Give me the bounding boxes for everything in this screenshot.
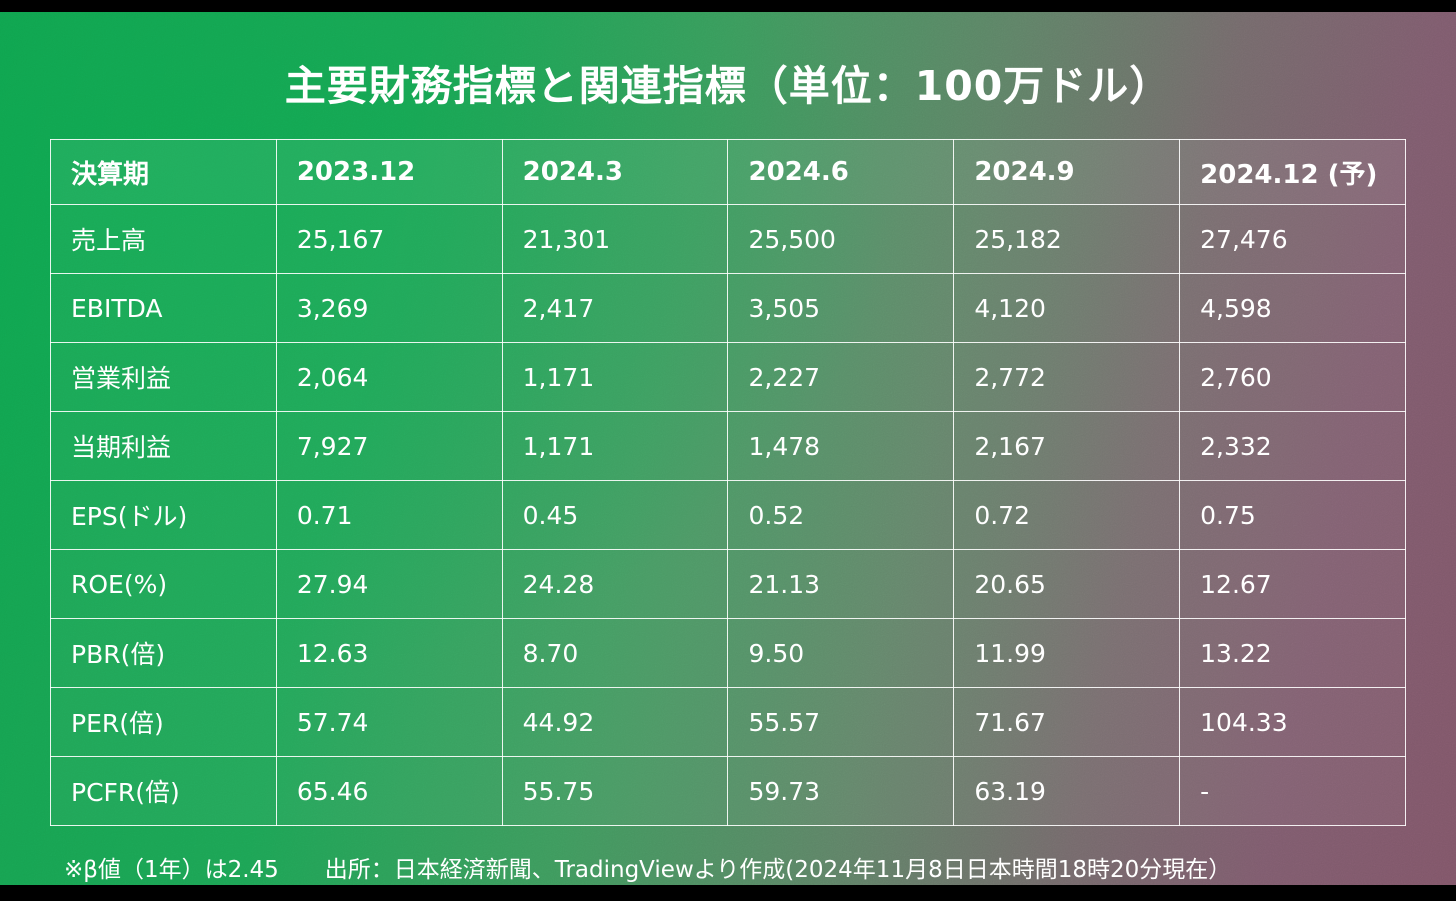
cell-value: 0.71	[275, 480, 503, 550]
cell-value: 12.67	[1179, 549, 1406, 619]
cell-value: 25,500	[727, 204, 955, 274]
cell-value: 65.46	[275, 756, 503, 826]
col-header-period: 2024.3	[501, 139, 729, 205]
cell-value: 57.74	[275, 687, 503, 757]
row-label: 当期利益	[50, 411, 277, 481]
cell-value: 0.52	[727, 480, 955, 550]
col-header-period: 2023.12	[275, 139, 503, 205]
cell-value: 11.99	[953, 618, 1181, 688]
row-label: EPS(ドル)	[50, 480, 277, 550]
table-row: PCFR(倍) 65.46 55.75 59.73 63.19-	[50, 756, 1406, 826]
cell-value: 21,301	[501, 204, 729, 274]
cell-value: 1,171	[501, 342, 729, 412]
table-row: ROE(%) 27.94 24.28 21.13 20.65 12.67	[50, 549, 1406, 619]
cell-value: 3,269	[275, 273, 503, 343]
cell-value: 71.67	[953, 687, 1181, 757]
cell-value: 0.75	[1179, 480, 1406, 550]
header-row: 決算期 2023.12 2024.3 2024.6 2024.9 2024.12 (予)	[50, 139, 1406, 205]
cell-value: 8.70	[501, 618, 729, 688]
col-header-period: 2024.12 (予)	[1179, 139, 1406, 205]
page-title: 主要財務指標と関連指標（単位：100万ドル）	[284, 62, 1172, 110]
cell-value: 24.28	[501, 549, 729, 619]
cell-value: 2,760	[1179, 342, 1406, 412]
cell-value: 27,476	[1179, 204, 1406, 274]
col-header-period: 2024.6	[727, 139, 955, 205]
cell-value: 104.33	[1179, 687, 1406, 757]
cell-value: 4,598	[1179, 273, 1406, 343]
row-label: PER(倍)	[50, 687, 277, 757]
cell-value: 9.50	[727, 618, 955, 688]
footer-notes: ※β値（1年）は2.45 出所：日本経済新聞、TradingViewより作成(2…	[64, 850, 1231, 884]
cell-value: 55.57	[727, 687, 955, 757]
cell-value: 2,417	[501, 273, 729, 343]
beta-note: ※β値（1年）は2.45	[64, 857, 279, 883]
cell-value: 3,505	[727, 273, 955, 343]
table-row: PBR(倍) 12.63 8.70 9.50 11.99 13.22	[50, 618, 1406, 688]
cell-value: 63.19	[953, 756, 1181, 826]
cell-value: 25,182	[953, 204, 1181, 274]
table-row: EBITDA 3,269 2,417 3,505 4,120 4,598	[50, 273, 1406, 343]
row-label: ROE(%)	[50, 549, 277, 619]
row-label: EBITDA	[50, 273, 277, 343]
cell-value: 1,478	[727, 411, 955, 481]
cell-value: 2,227	[727, 342, 955, 412]
bottom-letterbox-bar	[0, 885, 1456, 901]
row-label: 売上高	[50, 204, 277, 274]
cell-value: 2,167	[953, 411, 1181, 481]
table-row: PER(倍) 57.74 44.92 55.57 71.67 104.33	[50, 687, 1406, 757]
table-row: EPS(ドル) 0.71 0.45 0.52 0.72 0.75	[50, 480, 1406, 550]
row-label: PBR(倍)	[50, 618, 277, 688]
cell-value: 13.22	[1179, 618, 1406, 688]
cell-value: 1,171	[501, 411, 729, 481]
financial-metrics-table: 決算期 2023.12 2024.3 2024.6 2024.9 2024.12 (予) …	[50, 139, 1406, 826]
cell-value: 21.13	[727, 549, 955, 619]
cell-value: 20.65	[953, 549, 1181, 619]
cell-value: 25,167	[275, 204, 503, 274]
cell-value: 2,332	[1179, 411, 1406, 481]
col-header-metric: 決算期	[50, 139, 277, 205]
table-row: 営業利益 2,064 1,171 2,227 2,772 2,760	[50, 342, 1406, 412]
row-label: 営業利益	[50, 342, 277, 412]
cell-value: 0.45	[501, 480, 729, 550]
cell-value: 0.72	[953, 480, 1181, 550]
table-body: 売上高 25,167 21,301 25,500 25,182 27,476 EBITDA 3…	[50, 204, 1406, 826]
source-note: 出所：日本経済新聞、TradingViewより作成(2024年11月8日日本時間…	[324, 857, 1232, 883]
cell-value: 59.73	[727, 756, 955, 826]
cell-value: 12.63	[275, 618, 503, 688]
cell-value: 4,120	[953, 273, 1181, 343]
table-row: 売上高 25,167 21,301 25,500 25,182 27,476	[50, 204, 1406, 274]
cell-value: 2,064	[275, 342, 503, 412]
table-row: 当期利益 7,927 1,171 1,478 2,167 2,332	[50, 411, 1406, 481]
cell-value: -	[1179, 756, 1406, 826]
col-header-period: 2024.9	[953, 139, 1181, 205]
cell-value: 2,772	[953, 342, 1181, 412]
cell-value: 55.75	[501, 756, 729, 826]
financial-metrics-table-wrap: 決算期 2023.12 2024.3 2024.6 2024.9 2024.12 (予) …	[50, 139, 1406, 826]
top-letterbox-bar	[0, 0, 1456, 12]
row-label: PCFR(倍)	[50, 756, 277, 826]
cell-value: 7,927	[275, 411, 503, 481]
gradient-background: 主要財務指標と関連指標（単位：100万ドル） 決算期 2023.12 2024.3 2…	[0, 12, 1456, 885]
cell-value: 44.92	[501, 687, 729, 757]
cell-value: 27.94	[275, 549, 503, 619]
